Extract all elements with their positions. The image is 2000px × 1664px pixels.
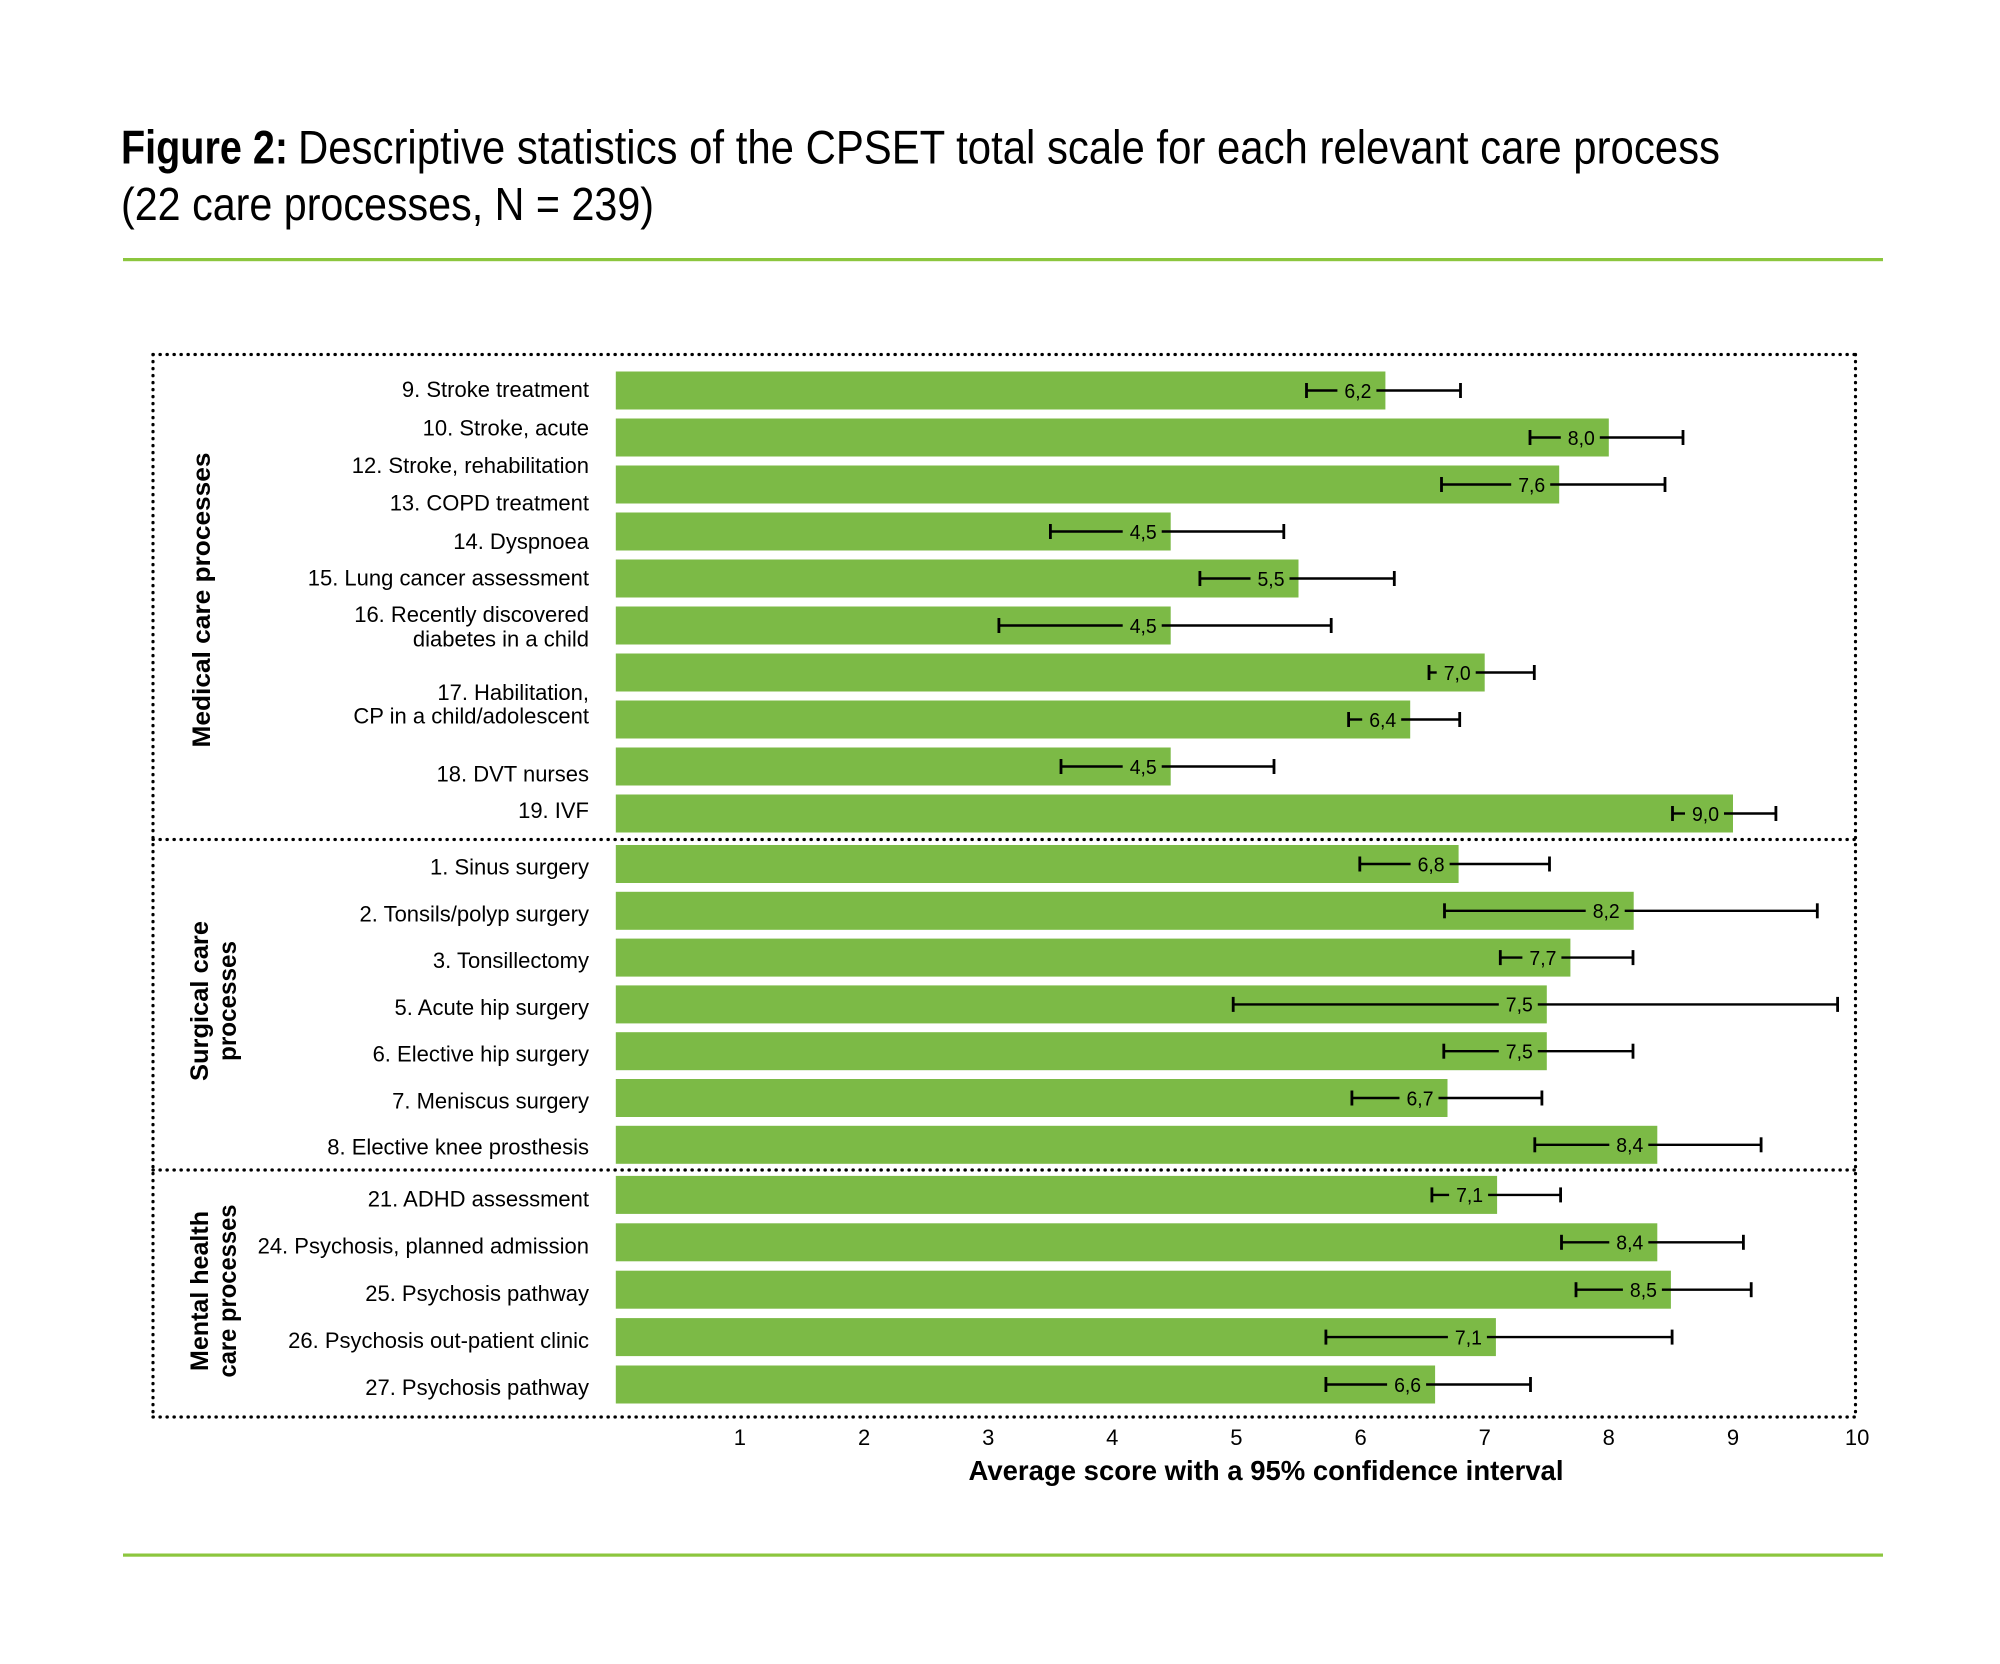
svg-text:21. ADHD assessment: 21. ADHD assessment (368, 1186, 589, 1211)
svg-text:3. Tonsillectomy: 3. Tonsillectomy (433, 948, 589, 973)
svg-text:18. DVT nurses: 18. DVT nurses (437, 761, 589, 786)
svg-text:2: 2 (858, 1425, 870, 1450)
svg-text:24. Psychosis, planned admissi: 24. Psychosis, planned admission (258, 1234, 589, 1259)
svg-text:3: 3 (982, 1425, 994, 1450)
svg-text:6,2: 6,2 (1344, 380, 1371, 403)
svg-text:9,0: 9,0 (1692, 803, 1719, 826)
svg-text:16. Recently discovered: 16. Recently discovered (354, 602, 589, 627)
svg-text:1. Sinus surgery: 1. Sinus surgery (430, 855, 589, 880)
svg-text:7,5: 7,5 (1506, 1041, 1533, 1064)
svg-text:9. Stroke treatment: 9. Stroke treatment (402, 377, 589, 402)
svg-text:27. Psychosis pathway: 27. Psychosis pathway (365, 1375, 589, 1400)
svg-text:4,5: 4,5 (1130, 521, 1157, 544)
svg-text:4: 4 (1106, 1425, 1118, 1450)
svg-text:4,5: 4,5 (1130, 615, 1157, 638)
svg-text:1: 1 (734, 1425, 746, 1450)
svg-text:8,0: 8,0 (1568, 427, 1595, 450)
svg-text:15. Lung cancer assessment: 15. Lung cancer assessment (308, 565, 589, 590)
svg-text:7,5: 7,5 (1506, 994, 1533, 1017)
svg-text:Average score with a 95% confi: Average score with a 95% confidence inte… (969, 1455, 1564, 1486)
svg-text:7,7: 7,7 (1529, 947, 1556, 970)
svg-text:7,6: 7,6 (1518, 474, 1545, 497)
svg-text:5,5: 5,5 (1258, 568, 1285, 591)
svg-text:9: 9 (1727, 1425, 1739, 1450)
svg-text:7,1: 7,1 (1455, 1326, 1482, 1349)
svg-text:Mental health: Mental health (186, 1211, 214, 1371)
svg-text:10. Stroke, acute: 10. Stroke, acute (423, 416, 589, 441)
svg-text:19. IVF: 19. IVF (518, 798, 589, 823)
svg-text:6: 6 (1354, 1425, 1366, 1450)
svg-text:6,8: 6,8 (1418, 853, 1445, 876)
svg-text:Figure 2:: Figure 2: (121, 121, 288, 174)
svg-text:6,7: 6,7 (1407, 1087, 1434, 1110)
svg-text:6. Elective hip surgery: 6. Elective hip surgery (373, 1042, 589, 1067)
svg-text:7,1: 7,1 (1456, 1184, 1483, 1207)
svg-text:5. Acute hip surgery: 5. Acute hip surgery (395, 995, 589, 1020)
svg-text:8,2: 8,2 (1593, 900, 1620, 923)
svg-text:8. Elective knee prosthesis: 8. Elective knee prosthesis (327, 1134, 589, 1159)
svg-text:4,5: 4,5 (1130, 756, 1157, 779)
svg-text:8,5: 8,5 (1630, 1279, 1657, 1302)
svg-text:7. Meniscus surgery: 7. Meniscus surgery (392, 1089, 589, 1114)
svg-text:7: 7 (1479, 1425, 1491, 1450)
svg-text:6,6: 6,6 (1394, 1374, 1421, 1397)
svg-text:8,4: 8,4 (1616, 1134, 1643, 1157)
svg-text:8: 8 (1603, 1425, 1615, 1450)
svg-text:2. Tonsils/polyp surgery: 2. Tonsils/polyp surgery (360, 901, 590, 926)
svg-text:Medical care processes: Medical care processes (188, 453, 216, 748)
svg-text:12. Stroke, rehabilitation: 12. Stroke, rehabilitation (352, 453, 589, 478)
svg-text:processes: processes (214, 941, 242, 1061)
svg-text:8,4: 8,4 (1616, 1232, 1643, 1255)
svg-text:5: 5 (1230, 1425, 1242, 1450)
svg-text:CP in a child/adolescent: CP in a child/adolescent (353, 704, 589, 729)
svg-text:(22 care processes, N = 239): (22 care processes, N = 239) (121, 178, 654, 230)
svg-text:diabetes in a child: diabetes in a child (413, 627, 589, 652)
svg-text:7,0: 7,0 (1444, 662, 1471, 685)
svg-text:care processes: care processes (214, 1205, 242, 1378)
svg-text:13. COPD treatment: 13. COPD treatment (390, 491, 589, 516)
svg-text:26. Psychosis out-patient clin: 26. Psychosis out-patient clinic (288, 1328, 589, 1353)
svg-text:Surgical care: Surgical care (186, 921, 214, 1081)
svg-text:25. Psychosis pathway: 25. Psychosis pathway (365, 1281, 589, 1306)
svg-text:10: 10 (1845, 1425, 1869, 1450)
svg-text:6,4: 6,4 (1369, 709, 1396, 732)
svg-text:Descriptive statistics of the: Descriptive statistics of the CPSET tota… (298, 121, 1720, 174)
svg-text:17. Habilitation,: 17. Habilitation, (437, 680, 589, 705)
svg-text:14. Dyspnoea: 14. Dyspnoea (453, 529, 590, 554)
